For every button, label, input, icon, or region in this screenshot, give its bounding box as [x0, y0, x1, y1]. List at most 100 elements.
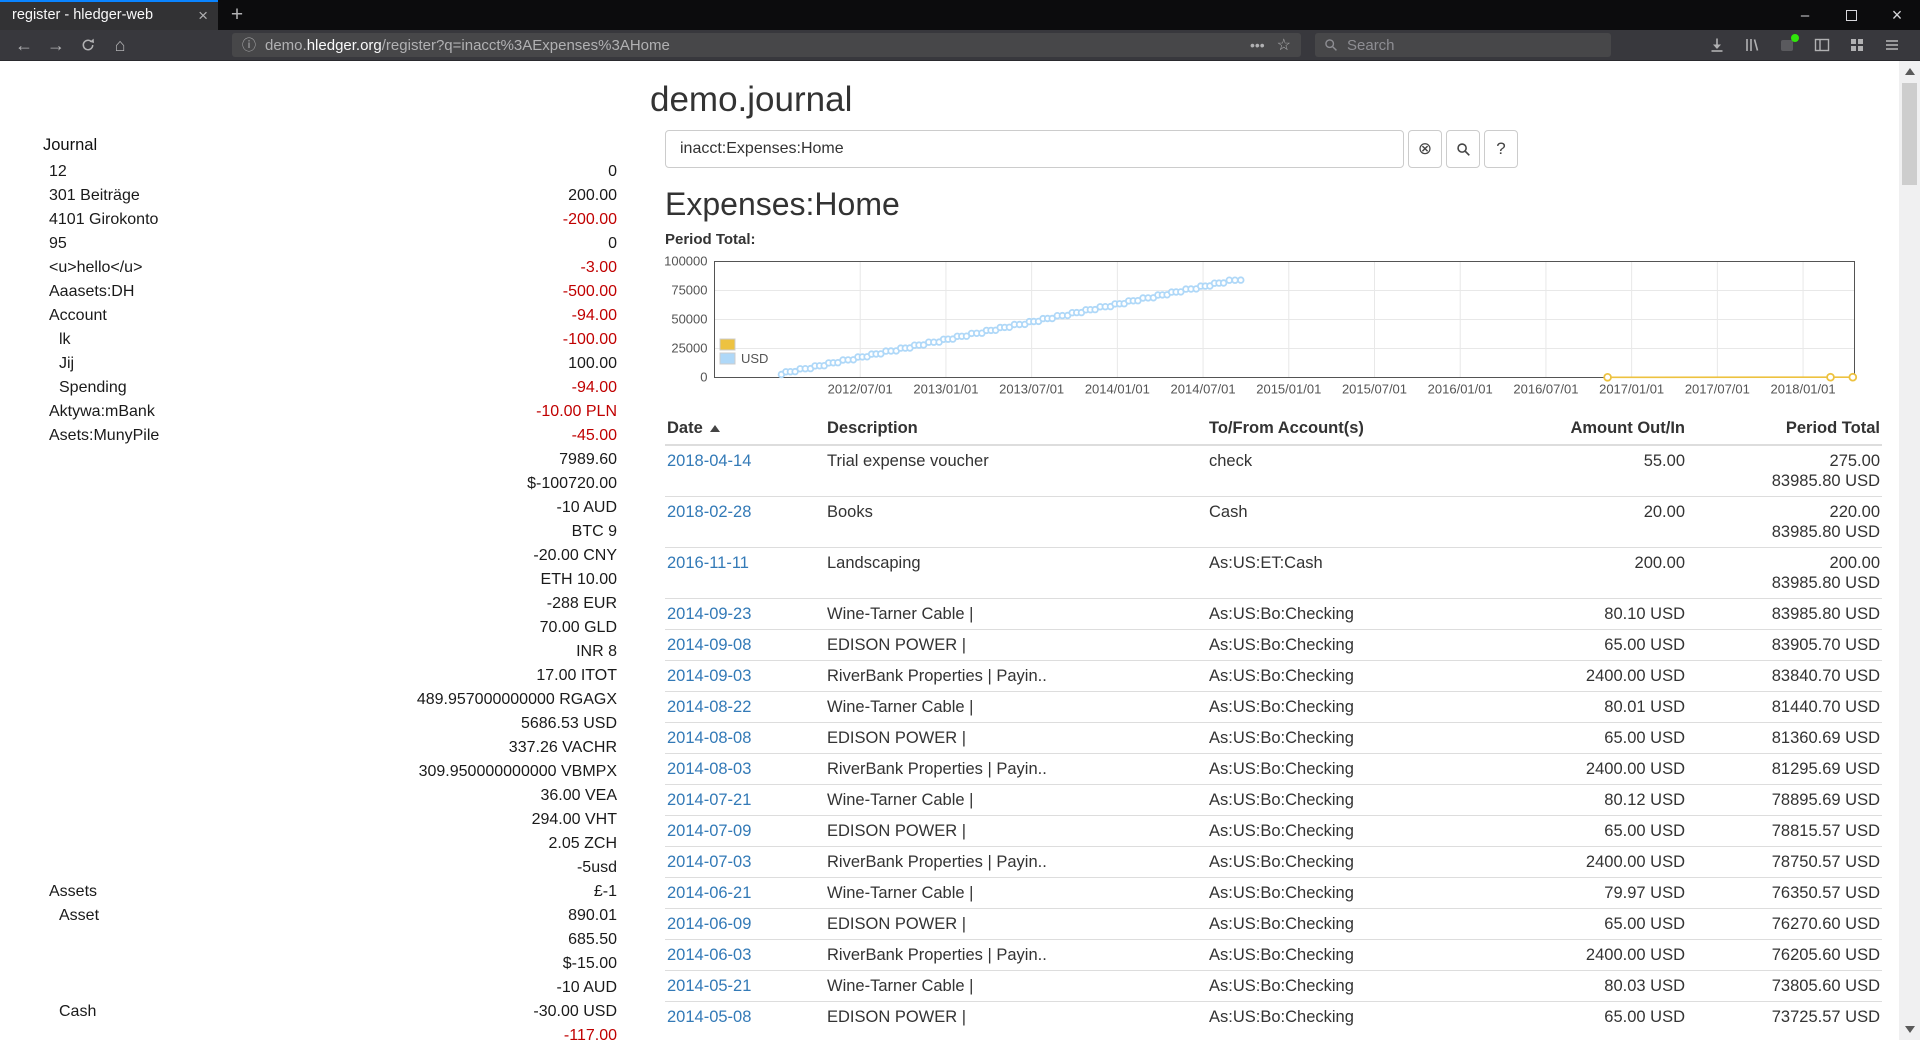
account-link[interactable]: Account: [49, 307, 107, 324]
url-path: /register?q=inacct%3AExpenses%3AHome: [381, 36, 670, 54]
register-body: 2018-04-14 Trial expense voucher check 55.0…: [665, 444, 1882, 1032]
register-description-cell: Wine-Tarner Cable |: [825, 598, 1207, 630]
register-date-link[interactable]: 2014-06-09: [667, 915, 752, 933]
query-input[interactable]: [665, 130, 1404, 168]
scrollbar-down-arrow[interactable]: [1899, 1019, 1920, 1040]
register-date-link[interactable]: 2014-07-09: [667, 822, 752, 840]
register-row: 2014-06-03 RiverBank Properties | Payin..…: [665, 939, 1882, 971]
site-info-icon[interactable]: ⓘ: [242, 37, 256, 53]
register-date-link[interactable]: 2014-09-08: [667, 636, 752, 654]
bookmark-star-icon[interactable]: ☆: [1276, 37, 1291, 54]
account-link[interactable]: 12: [49, 163, 67, 180]
column-date[interactable]: Date: [665, 416, 825, 446]
register-date-link[interactable]: 2014-05-21: [667, 977, 752, 995]
register-account-cell: As:US:Bo:Checking: [1207, 908, 1537, 940]
sidebar-journal-link[interactable]: Journal: [43, 136, 98, 154]
window-maximize-button[interactable]: [1828, 0, 1874, 30]
register-date-link[interactable]: 2014-06-21: [667, 884, 752, 902]
register-description-cell: EDISON POWER |: [825, 722, 1207, 754]
register-date-cell: 2014-08-22: [665, 691, 825, 723]
search-submit-button[interactable]: [1446, 130, 1480, 168]
register-amount-cell: 65.00 USD: [1537, 1001, 1687, 1032]
register-description-cell: EDISON POWER |: [825, 629, 1207, 661]
account-link[interactable]: Asets:MunyPile: [49, 427, 160, 444]
search-icon: [1456, 142, 1470, 156]
apps-grid-button[interactable]: [1843, 32, 1871, 58]
account-link[interactable]: <u>hello</u>: [49, 259, 143, 276]
home-button[interactable]: ⌂: [114, 34, 126, 55]
register-amount-cell: 80.03 USD: [1537, 970, 1687, 1002]
clear-query-button[interactable]: ⊗: [1408, 130, 1442, 168]
register-date-link[interactable]: 2014-08-03: [667, 760, 752, 778]
column-period-total[interactable]: Period Total: [1687, 416, 1882, 446]
forward-button[interactable]: →: [47, 34, 65, 55]
account-link[interactable]: Assets: [49, 883, 98, 900]
register-amount-cell: 2400.00 USD: [1537, 939, 1687, 971]
account-link[interactable]: Cash: [59, 1003, 97, 1020]
sidebar-toggle-button[interactable]: [1808, 32, 1836, 58]
account-link[interactable]: lk: [59, 331, 71, 348]
column-account[interactable]: To/From Account(s): [1207, 416, 1537, 446]
register-period-total-cell: 73725.57 USD: [1687, 1001, 1882, 1032]
register-date-link[interactable]: 2014-05-08: [667, 1008, 752, 1026]
register-row: 2014-07-21 Wine-Tarner Cable | As:US:Bo:Ch…: [665, 784, 1882, 816]
page-actions-icon[interactable]: •••: [1249, 37, 1265, 53]
column-description[interactable]: Description: [825, 416, 1207, 446]
register-row: 2014-09-08 EDISON POWER | As:US:Bo:Checkin…: [665, 629, 1882, 661]
register-date-link[interactable]: 2014-06-03: [667, 946, 752, 964]
library-button[interactable]: [1738, 32, 1766, 58]
browser-search-field[interactable]: Search: [1315, 33, 1611, 57]
register-date-cell: 2018-04-14: [665, 444, 825, 497]
register-account-cell: As:US:Bo:Checking: [1207, 691, 1537, 723]
tab-close-icon[interactable]: ×: [198, 5, 208, 25]
account-link[interactable]: Aktywa:mBank: [49, 403, 155, 420]
reload-button[interactable]: [72, 31, 104, 59]
register-date-link[interactable]: 2018-04-14: [667, 452, 752, 470]
register-row: 2016-11-11 Landscaping As:US:ET:Cash 200.00…: [665, 547, 1882, 599]
scrollbar-up-arrow[interactable]: [1899, 61, 1920, 82]
register-date-link[interactable]: 2014-08-22: [667, 698, 752, 716]
register-date-link[interactable]: 2018-02-28: [667, 503, 752, 521]
account-row: Aktywa:mBank -10.00 PLN: [0, 400, 617, 424]
account-row: $-100720.00: [0, 472, 617, 496]
register-date-link[interactable]: 2014-09-23: [667, 605, 752, 623]
new-tab-button[interactable]: +: [230, 3, 244, 26]
account-link[interactable]: Jij: [59, 355, 75, 372]
register-amount-cell: 2400.00 USD: [1537, 846, 1687, 878]
browser-chrome: register - hledger-web × + – × ← → ⌂ ⓘ d…: [0, 0, 1920, 61]
account-balance: -117.00: [563, 1027, 617, 1044]
account-row: 12 0: [0, 160, 617, 184]
account-link[interactable]: 301 Beiträge: [49, 187, 140, 204]
svg-text:2015/01/01: 2015/01/01: [1256, 382, 1321, 397]
register-amount-cell: 79.97 USD: [1537, 877, 1687, 909]
register-amount-cell: 20.00: [1537, 496, 1687, 548]
register-date-link[interactable]: 2014-07-03: [667, 853, 752, 871]
account-link[interactable]: Spending: [59, 379, 127, 396]
menu-button[interactable]: [1878, 32, 1906, 58]
account-link[interactable]: Asset: [59, 907, 100, 924]
column-amount[interactable]: Amount Out/In: [1537, 416, 1687, 446]
search-help-button[interactable]: ?: [1484, 130, 1518, 168]
register-description-cell: Wine-Tarner Cable |: [825, 970, 1207, 1002]
url-prefix: demo.: [265, 36, 307, 54]
account-balance: -45.00: [571, 427, 617, 444]
window-close-button[interactable]: ×: [1891, 4, 1903, 25]
register-date-link[interactable]: 2014-09-03: [667, 667, 752, 685]
extension-button[interactable]: [1773, 32, 1801, 58]
window-minimize-button[interactable]: –: [1800, 6, 1810, 24]
account-link[interactable]: 95: [49, 235, 67, 252]
account-link[interactable]: 4101 Girokonto: [49, 211, 159, 228]
address-bar[interactable]: ⓘ demo.hledger.org/register?q=inacct%3AE…: [232, 33, 1301, 57]
account-balance: -500.00: [562, 283, 617, 300]
register-account-cell: check: [1207, 444, 1537, 497]
register-date-link[interactable]: 2016-11-11: [667, 554, 749, 572]
scrollbar-thumb[interactable]: [1902, 83, 1917, 185]
browser-tab[interactable]: register - hledger-web ×: [0, 0, 218, 30]
sort-ascending-icon: [709, 425, 720, 432]
page-scrollbar[interactable]: [1899, 61, 1920, 1040]
register-date-link[interactable]: 2014-07-21: [667, 791, 752, 809]
downloads-button[interactable]: [1703, 32, 1731, 58]
account-link[interactable]: Aaasets:DH: [49, 283, 135, 300]
register-date-link[interactable]: 2014-08-08: [667, 729, 752, 747]
back-button[interactable]: ←: [15, 34, 33, 55]
